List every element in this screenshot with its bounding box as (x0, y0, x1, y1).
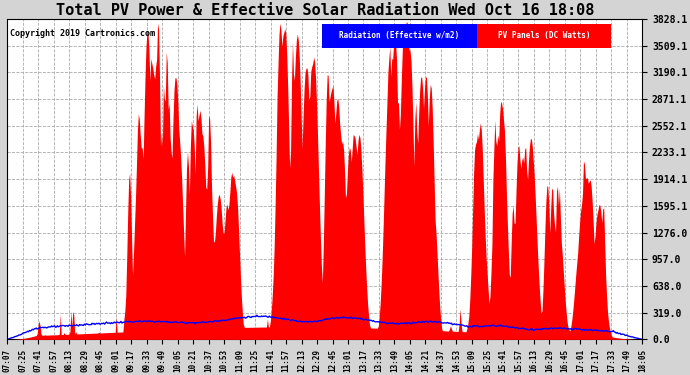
Text: PV Panels (DC Watts): PV Panels (DC Watts) (497, 31, 590, 40)
Title: Total PV Power & Effective Solar Radiation Wed Oct 16 18:08: Total PV Power & Effective Solar Radiati… (56, 3, 594, 18)
FancyBboxPatch shape (477, 24, 611, 48)
FancyBboxPatch shape (322, 24, 477, 48)
Text: Copyright 2019 Cartronics.com: Copyright 2019 Cartronics.com (10, 28, 155, 38)
Text: Radiation (Effective w/m2): Radiation (Effective w/m2) (339, 31, 460, 40)
